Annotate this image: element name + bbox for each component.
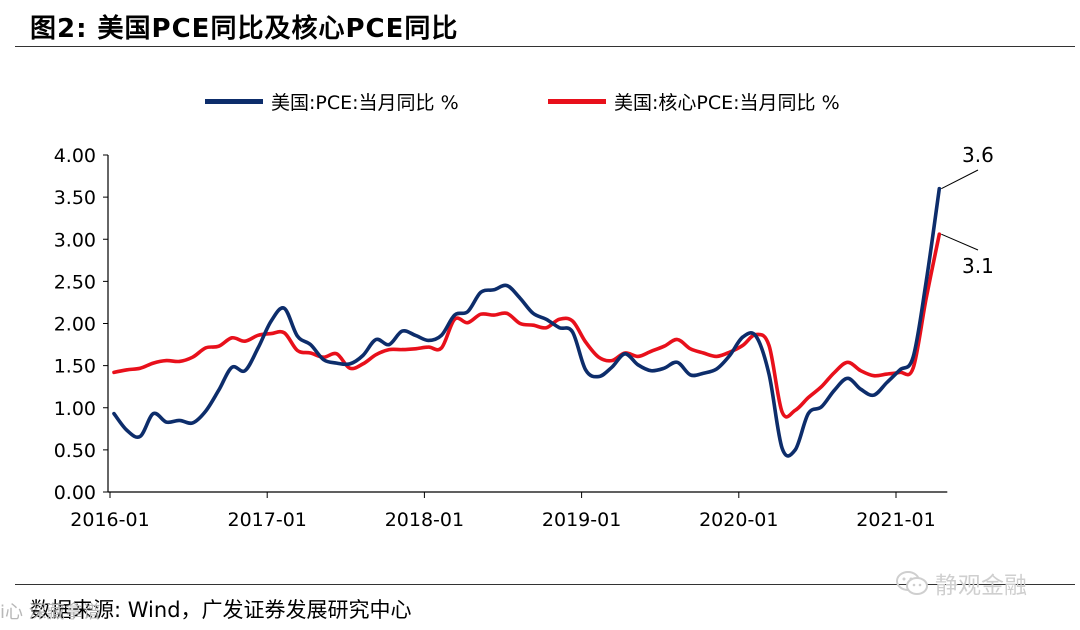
- legend-swatch-core-pce: [548, 99, 606, 104]
- x-tick-label: 2018-01: [385, 509, 464, 531]
- legend-item-core-pce: 美国:核心PCE:当月同比 %: [548, 88, 840, 115]
- wechat-icon: [896, 571, 928, 595]
- end-label-leader-core-pce: [941, 233, 979, 251]
- x-tick-label: 2017-01: [228, 509, 307, 531]
- x-tick-label: 2016-01: [70, 509, 149, 531]
- footer-divider: [15, 584, 1075, 585]
- x-tick-label: 2019-01: [542, 509, 621, 531]
- legend-swatch-pce: [205, 99, 263, 104]
- watermark-right-text: 静观金融: [935, 573, 1027, 599]
- series-line-pce: [112, 186, 942, 458]
- y-tick-label: 2.00: [54, 314, 96, 336]
- y-tick-label: 3.00: [54, 229, 96, 251]
- source-note: 数据来源: Wind，广发证券发展研究中心: [30, 598, 412, 622]
- title-divider: [15, 46, 1075, 47]
- series-line-core-pce: [112, 232, 942, 419]
- legend-label-core-pce: 美国:核心PCE:当月同比 %: [614, 92, 840, 114]
- page-title: 图2: 美国PCE同比及核心PCE同比: [30, 14, 459, 44]
- x-tick-label: 2020-01: [699, 509, 778, 531]
- end-label-core-pce: 3.1: [962, 254, 994, 278]
- y-tick-label: 0.50: [54, 440, 96, 462]
- y-tick-label: 3.50: [54, 187, 96, 209]
- y-tick-label: 1.00: [54, 398, 96, 420]
- y-tick-label: 2.50: [54, 271, 96, 293]
- legend-label-pce: 美国:PCE:当月同比 %: [271, 92, 459, 114]
- watermark-left: i心 深藏拿谱: [0, 602, 101, 623]
- end-label-pce: 3.6: [962, 143, 994, 167]
- legend-item-pce: 美国:PCE:当月同比 %: [205, 88, 459, 115]
- watermark-right: 静观金融: [895, 566, 1027, 600]
- y-tick-label: 0.00: [54, 482, 96, 504]
- x-tick-label: 2021-01: [856, 509, 935, 531]
- y-tick-label: 1.50: [54, 356, 96, 378]
- y-tick-label: 4.00: [54, 145, 96, 167]
- end-label-leader-pce: [941, 169, 979, 190]
